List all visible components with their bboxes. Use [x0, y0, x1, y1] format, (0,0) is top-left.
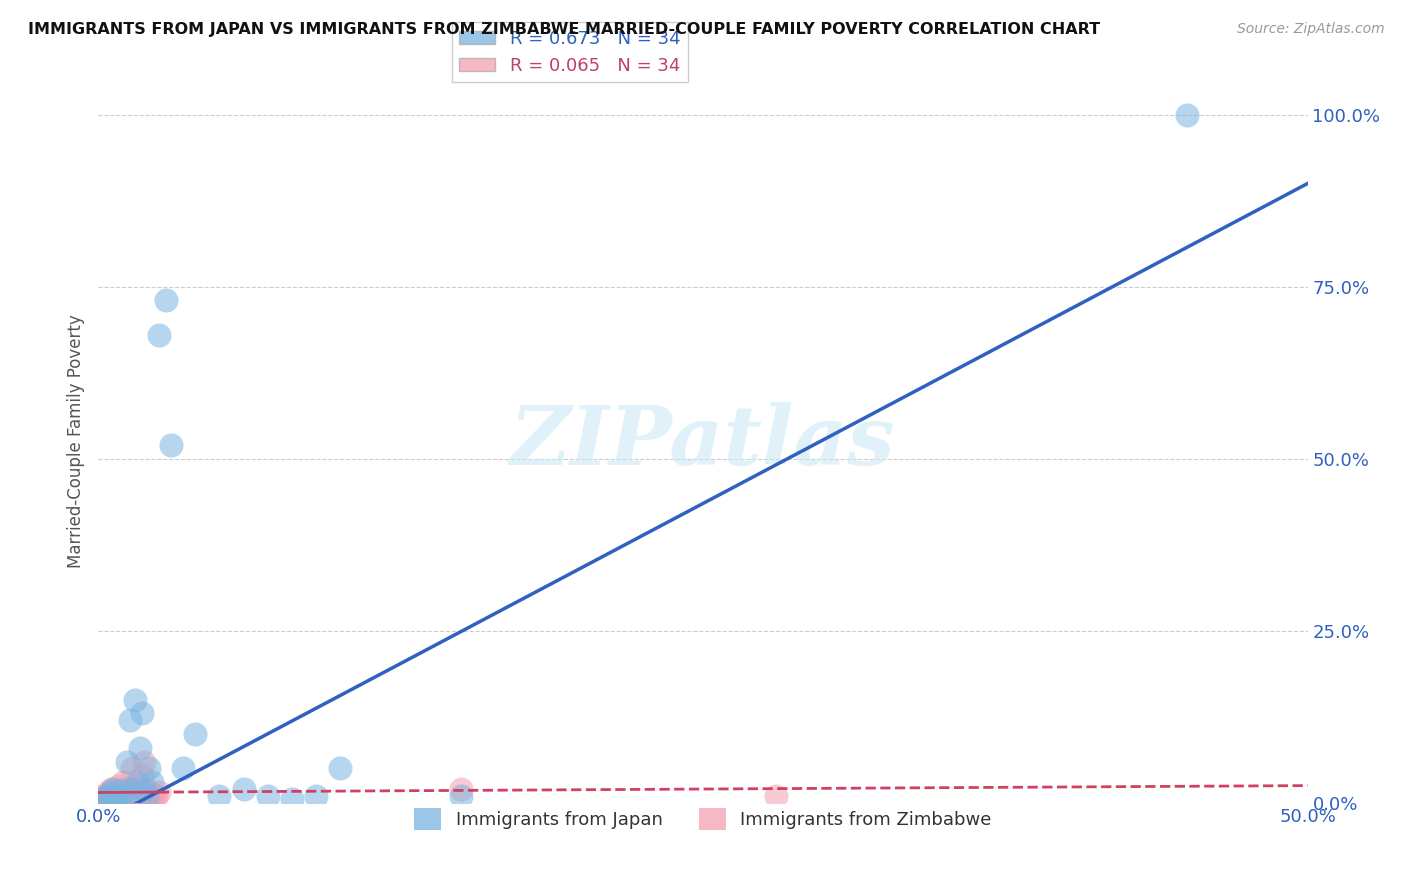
Point	[94, 789, 117, 803]
Point	[111, 790, 134, 805]
Point	[135, 782, 157, 797]
Point	[232, 782, 254, 797]
Point	[134, 755, 156, 769]
Point	[101, 788, 124, 802]
Point	[1175, 108, 1198, 122]
Point	[143, 788, 166, 802]
Point	[91, 789, 114, 803]
Point	[90, 792, 112, 806]
Point	[107, 788, 129, 802]
Point	[765, 789, 787, 803]
Point	[127, 779, 149, 793]
Point	[121, 782, 143, 797]
Point	[184, 727, 207, 741]
Point	[305, 789, 328, 803]
Point	[281, 792, 304, 806]
Point	[127, 775, 149, 789]
Point	[131, 706, 153, 721]
Point	[135, 789, 157, 803]
Point	[124, 692, 146, 706]
Point	[100, 790, 122, 805]
Point	[114, 785, 136, 799]
Point	[101, 782, 124, 797]
Point	[117, 782, 139, 797]
Point	[111, 783, 134, 797]
Point	[141, 775, 163, 789]
Point	[135, 789, 157, 803]
Point	[138, 761, 160, 775]
Point	[134, 782, 156, 797]
Point	[107, 779, 129, 793]
Point	[121, 761, 143, 775]
Point	[91, 792, 114, 806]
Point	[131, 768, 153, 782]
Point	[172, 761, 194, 775]
Point	[148, 327, 170, 342]
Y-axis label: Married-Couple Family Poverty: Married-Couple Family Poverty	[66, 315, 84, 568]
Point	[107, 783, 129, 797]
Point	[124, 785, 146, 799]
Point	[111, 775, 134, 789]
Point	[97, 790, 120, 805]
Point	[117, 789, 139, 803]
Point	[128, 740, 150, 755]
Point	[145, 790, 167, 805]
Point	[450, 789, 472, 803]
Text: IMMIGRANTS FROM JAPAN VS IMMIGRANTS FROM ZIMBABWE MARRIED-COUPLE FAMILY POVERTY : IMMIGRANTS FROM JAPAN VS IMMIGRANTS FROM…	[28, 22, 1101, 37]
Point	[208, 789, 231, 803]
Point	[329, 761, 352, 775]
Point	[108, 789, 131, 803]
Point	[117, 755, 139, 769]
Point	[97, 785, 120, 799]
Point	[100, 782, 122, 797]
Point	[104, 792, 127, 806]
Point	[155, 293, 177, 308]
Point	[138, 790, 160, 805]
Point	[148, 785, 170, 799]
Point	[108, 790, 131, 805]
Text: Source: ZipAtlas.com: Source: ZipAtlas.com	[1237, 22, 1385, 37]
Point	[118, 790, 141, 805]
Point	[118, 713, 141, 727]
Legend: Immigrants from Japan, Immigrants from Zimbabwe: Immigrants from Japan, Immigrants from Z…	[408, 801, 998, 837]
Point	[94, 790, 117, 805]
Point	[127, 789, 149, 803]
Point	[131, 785, 153, 799]
Point	[141, 789, 163, 803]
Point	[128, 790, 150, 805]
Text: ZIPatlas: ZIPatlas	[510, 401, 896, 482]
Point	[256, 789, 278, 803]
Point	[100, 785, 122, 799]
Point	[114, 789, 136, 803]
Point	[104, 792, 127, 806]
Point	[450, 782, 472, 797]
Point	[160, 438, 183, 452]
